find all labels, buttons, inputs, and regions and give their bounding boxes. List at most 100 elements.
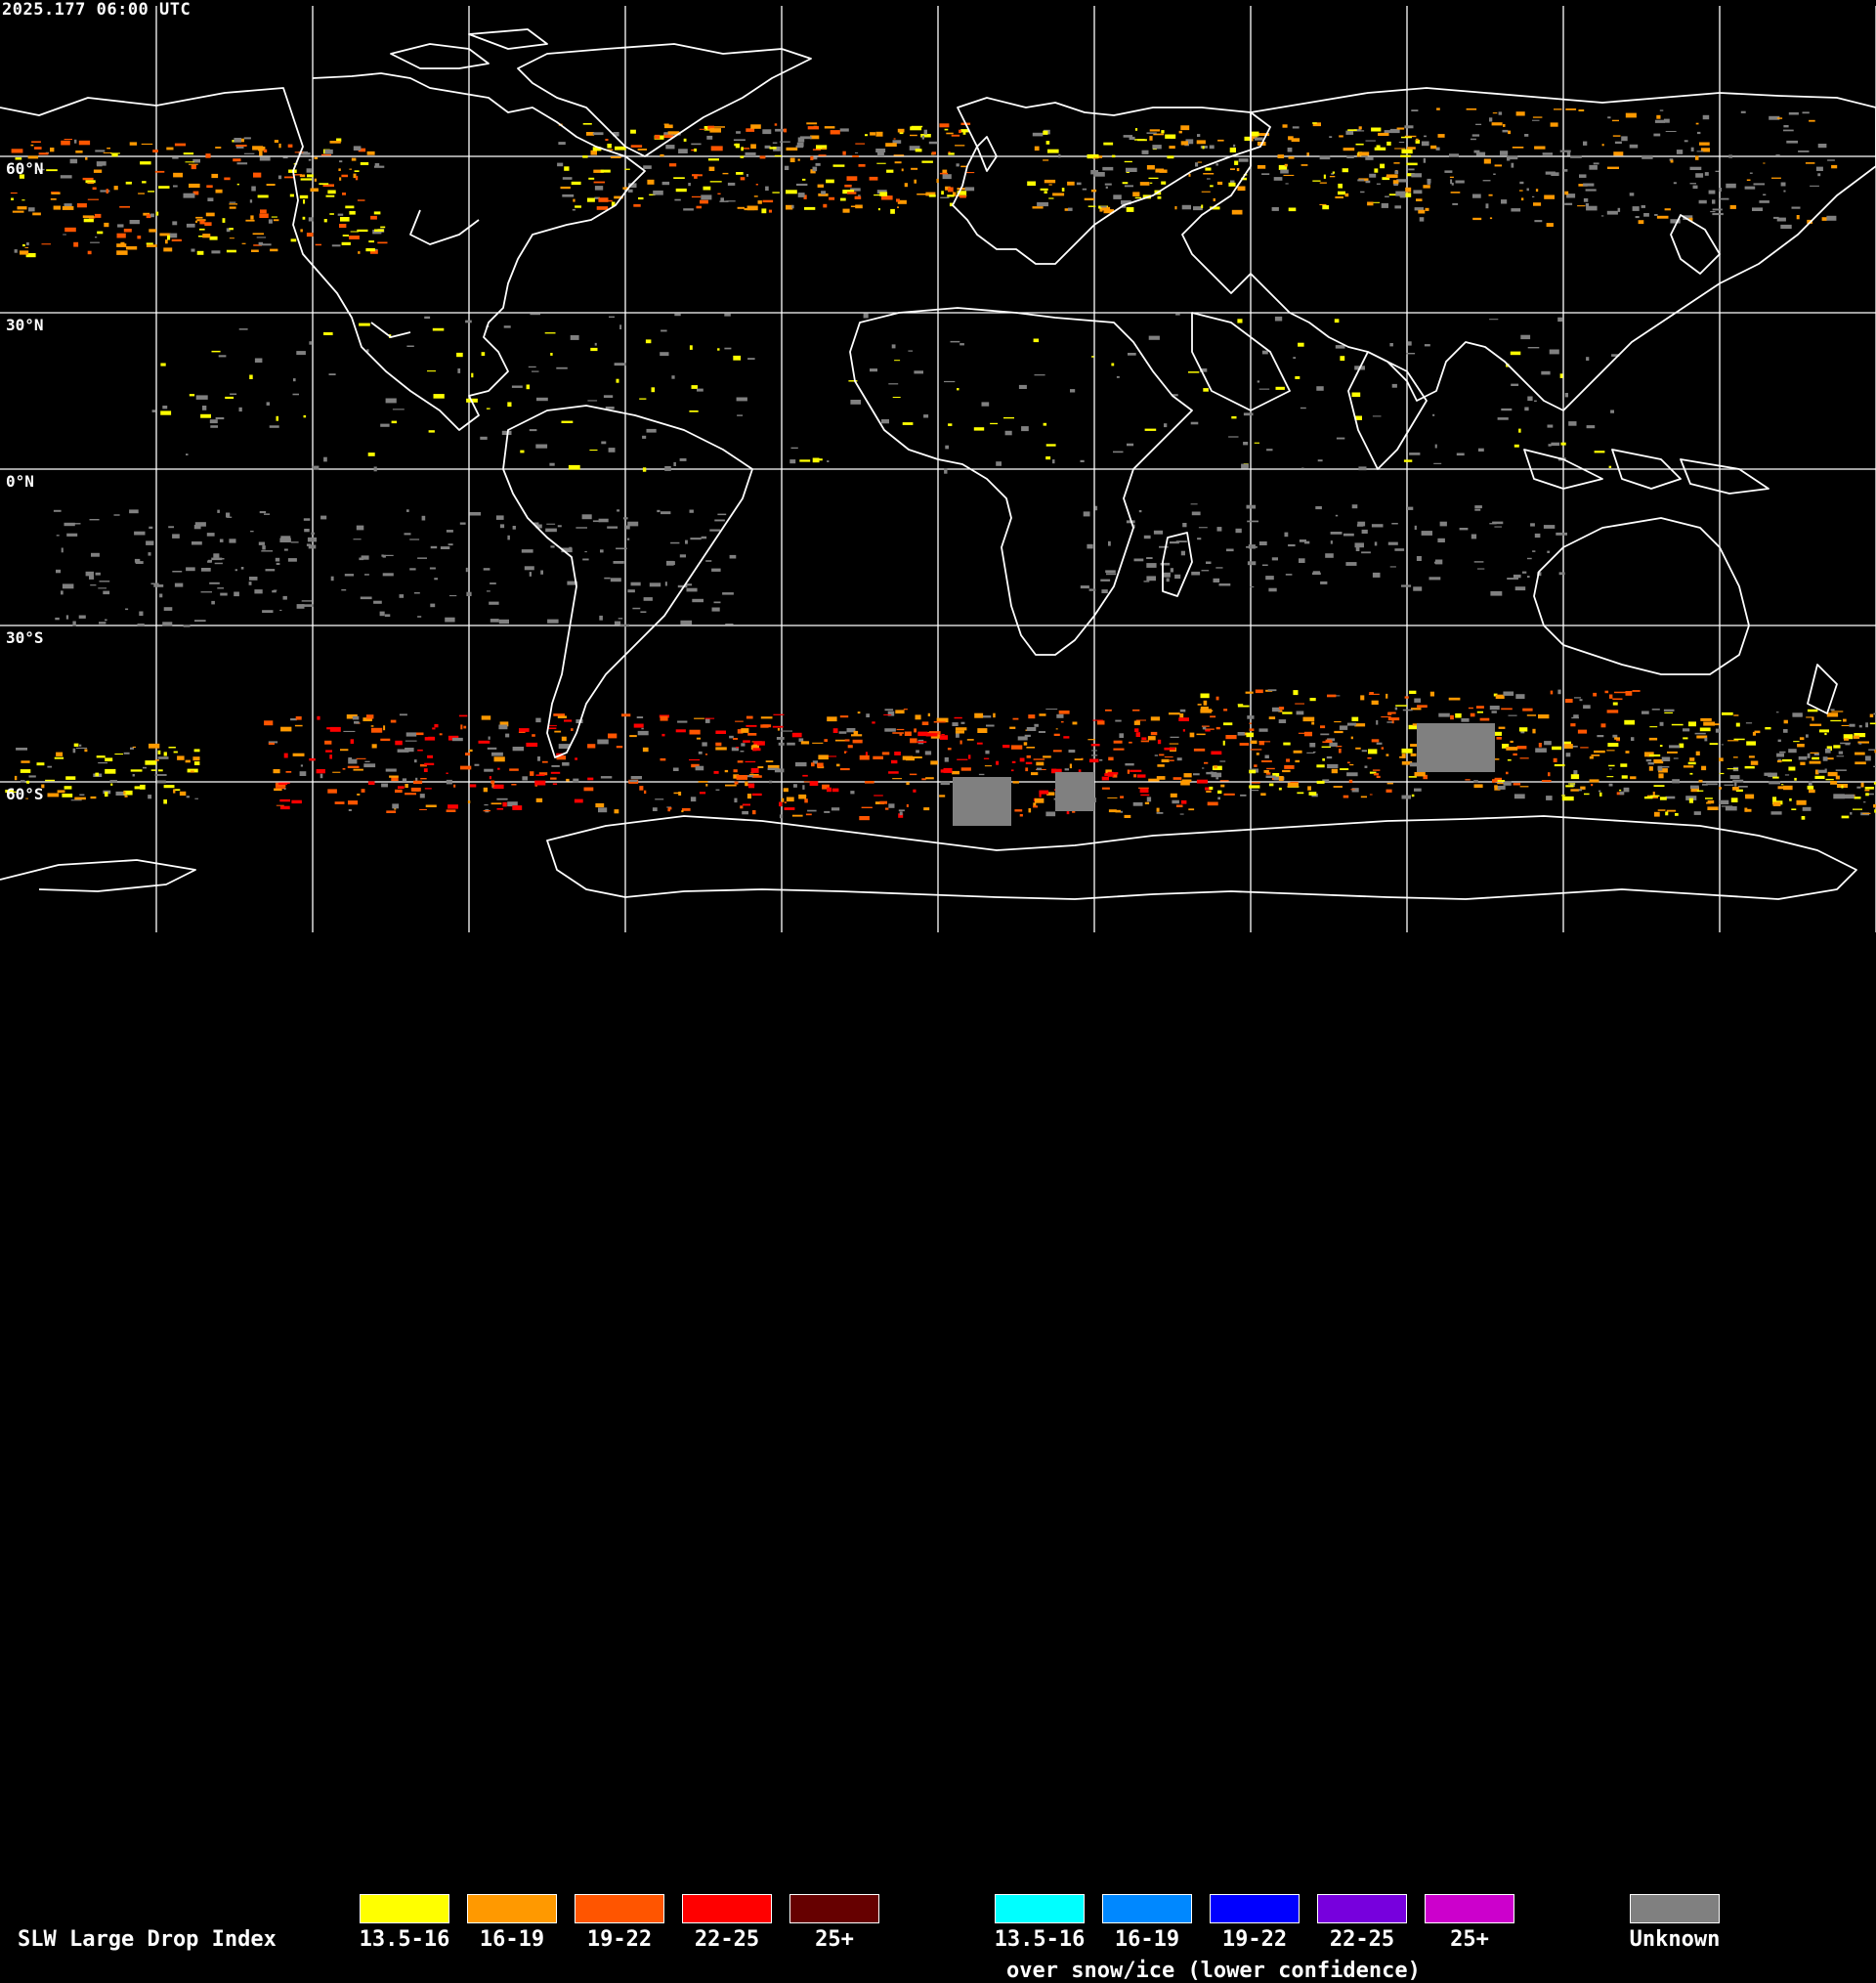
cloud-pixel [405,741,417,742]
cloud-pixel [1251,749,1261,750]
cloud-pixel [249,582,252,585]
cloud-pixel [269,219,273,223]
cloud-pixel [206,213,215,217]
cloud-pixel [855,152,858,153]
cloud-pixel [1745,187,1756,190]
cloud-pixel [859,816,870,820]
cloud-pixel [91,553,100,557]
cloud-pixel [1688,721,1696,726]
cloud-pixel [104,152,112,153]
cloud-pixel [1009,727,1015,729]
cloud-pixel [39,152,49,154]
cloud-pixel [293,394,300,396]
cloud-pixel [431,546,438,548]
cloud-pixel [1327,756,1332,758]
cloud-pixel [261,550,273,551]
cloud-pixel [1803,111,1810,113]
cloud-pixel [1783,729,1788,733]
cloud-pixel [1356,144,1364,146]
cloud-pixel [338,214,344,216]
cloud-pixel [1684,140,1688,142]
cloud-pixel [632,608,640,610]
cloud-pixel [1855,753,1865,755]
cloud-pixel [665,145,674,149]
cloud-pixel [449,595,456,596]
cloud-pixel [1046,141,1050,145]
cloud-pixel [1494,785,1498,788]
cloud-pixel [870,132,875,135]
cloud-pixel [270,425,279,428]
cloud-pixel [288,145,293,148]
cloud-pixel [1610,410,1614,413]
cloud-pixel [697,738,701,740]
cloud-pixel [1726,184,1736,189]
cloud-pixel [1293,357,1296,359]
cloud-pixel [689,759,700,760]
cloud-pixel [1105,710,1112,711]
cloud-pixel [1732,787,1739,791]
cloud-pixel [617,746,622,748]
cloud-pixel [311,189,319,193]
cloud-pixel [925,777,934,779]
cloud-pixel [1332,769,1338,773]
cloud-pixel [1037,202,1048,206]
cloud-pixel [1288,544,1296,546]
cloud-pixel [1512,163,1514,168]
cloud-pixel [229,203,237,204]
cloud-pixel [1065,208,1069,211]
cloud-pixel [1777,760,1782,762]
cloud-pixel [301,764,303,766]
cloud-pixel [1350,789,1354,790]
cloud-pixel [1069,750,1076,753]
cloud-pixel [558,715,567,718]
cloud-pixel [230,202,236,203]
cloud-pixel [661,734,664,737]
cloud-pixel [1145,429,1157,431]
lat-label-60s: 60°S [6,785,44,803]
cloud-pixel [440,733,443,735]
cloud-pixel [329,754,332,758]
cloud-pixel [1167,155,1173,158]
cloud-pixel [1356,546,1360,551]
cloud-pixel [1238,732,1245,736]
cloud-pixel [1519,182,1523,184]
cloud-pixel [1134,721,1140,725]
cloud-pixel [1337,438,1344,440]
cloud-pixel [1230,148,1236,152]
cloud-pixel [894,752,901,755]
cloud-pixel [589,450,597,451]
cloud-pixel [1402,796,1412,799]
cloud-pixel [775,129,785,132]
cloud-pixel [532,734,535,737]
cloud-pixel [258,195,269,198]
cloud-pixel [434,394,445,399]
cloud-pixel [272,217,277,218]
cloud-pixel [1133,774,1136,777]
cloud-pixel [1649,738,1657,741]
cloud-pixel [1375,541,1378,545]
cloud-pixel [647,429,657,433]
cloud-pixel [553,713,565,716]
cloud-pixel [845,739,850,741]
cloud-pixel [1501,709,1513,711]
cloud-pixel [28,207,35,211]
cloud-pixel [1135,128,1137,131]
cloud-pixel [819,154,827,156]
cloud-pixel [1322,205,1329,209]
cloud-pixel [536,398,548,401]
cloud-pixel [1210,715,1215,717]
cloud-pixel [1264,770,1269,773]
cloud-pixel [1606,776,1613,777]
cloud-pixel [1773,802,1781,806]
cloud-pixel [1493,174,1496,176]
cloud-pixel [1527,714,1536,716]
cloud-pixel [1228,436,1238,437]
cloud-pixel [844,752,846,754]
cloud-pixel [1113,194,1122,199]
cloud-pixel [709,530,720,532]
cloud-pixel [131,769,143,771]
cloud-pixel [1028,714,1035,718]
cloud-pixel [466,592,471,596]
cloud-pixel [1586,189,1597,191]
cloud-pixel [155,774,167,776]
